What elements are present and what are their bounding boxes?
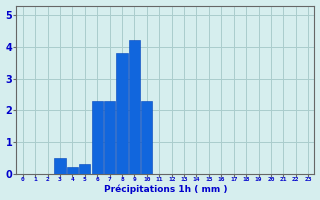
Bar [116, 53, 128, 174]
Bar [104, 101, 115, 174]
X-axis label: Précipitations 1h ( mm ): Précipitations 1h ( mm ) [104, 185, 227, 194]
Bar [141, 101, 152, 174]
Bar [67, 167, 78, 174]
Bar [129, 40, 140, 174]
Bar [79, 164, 90, 174]
Bar [54, 158, 66, 174]
Bar [92, 101, 103, 174]
